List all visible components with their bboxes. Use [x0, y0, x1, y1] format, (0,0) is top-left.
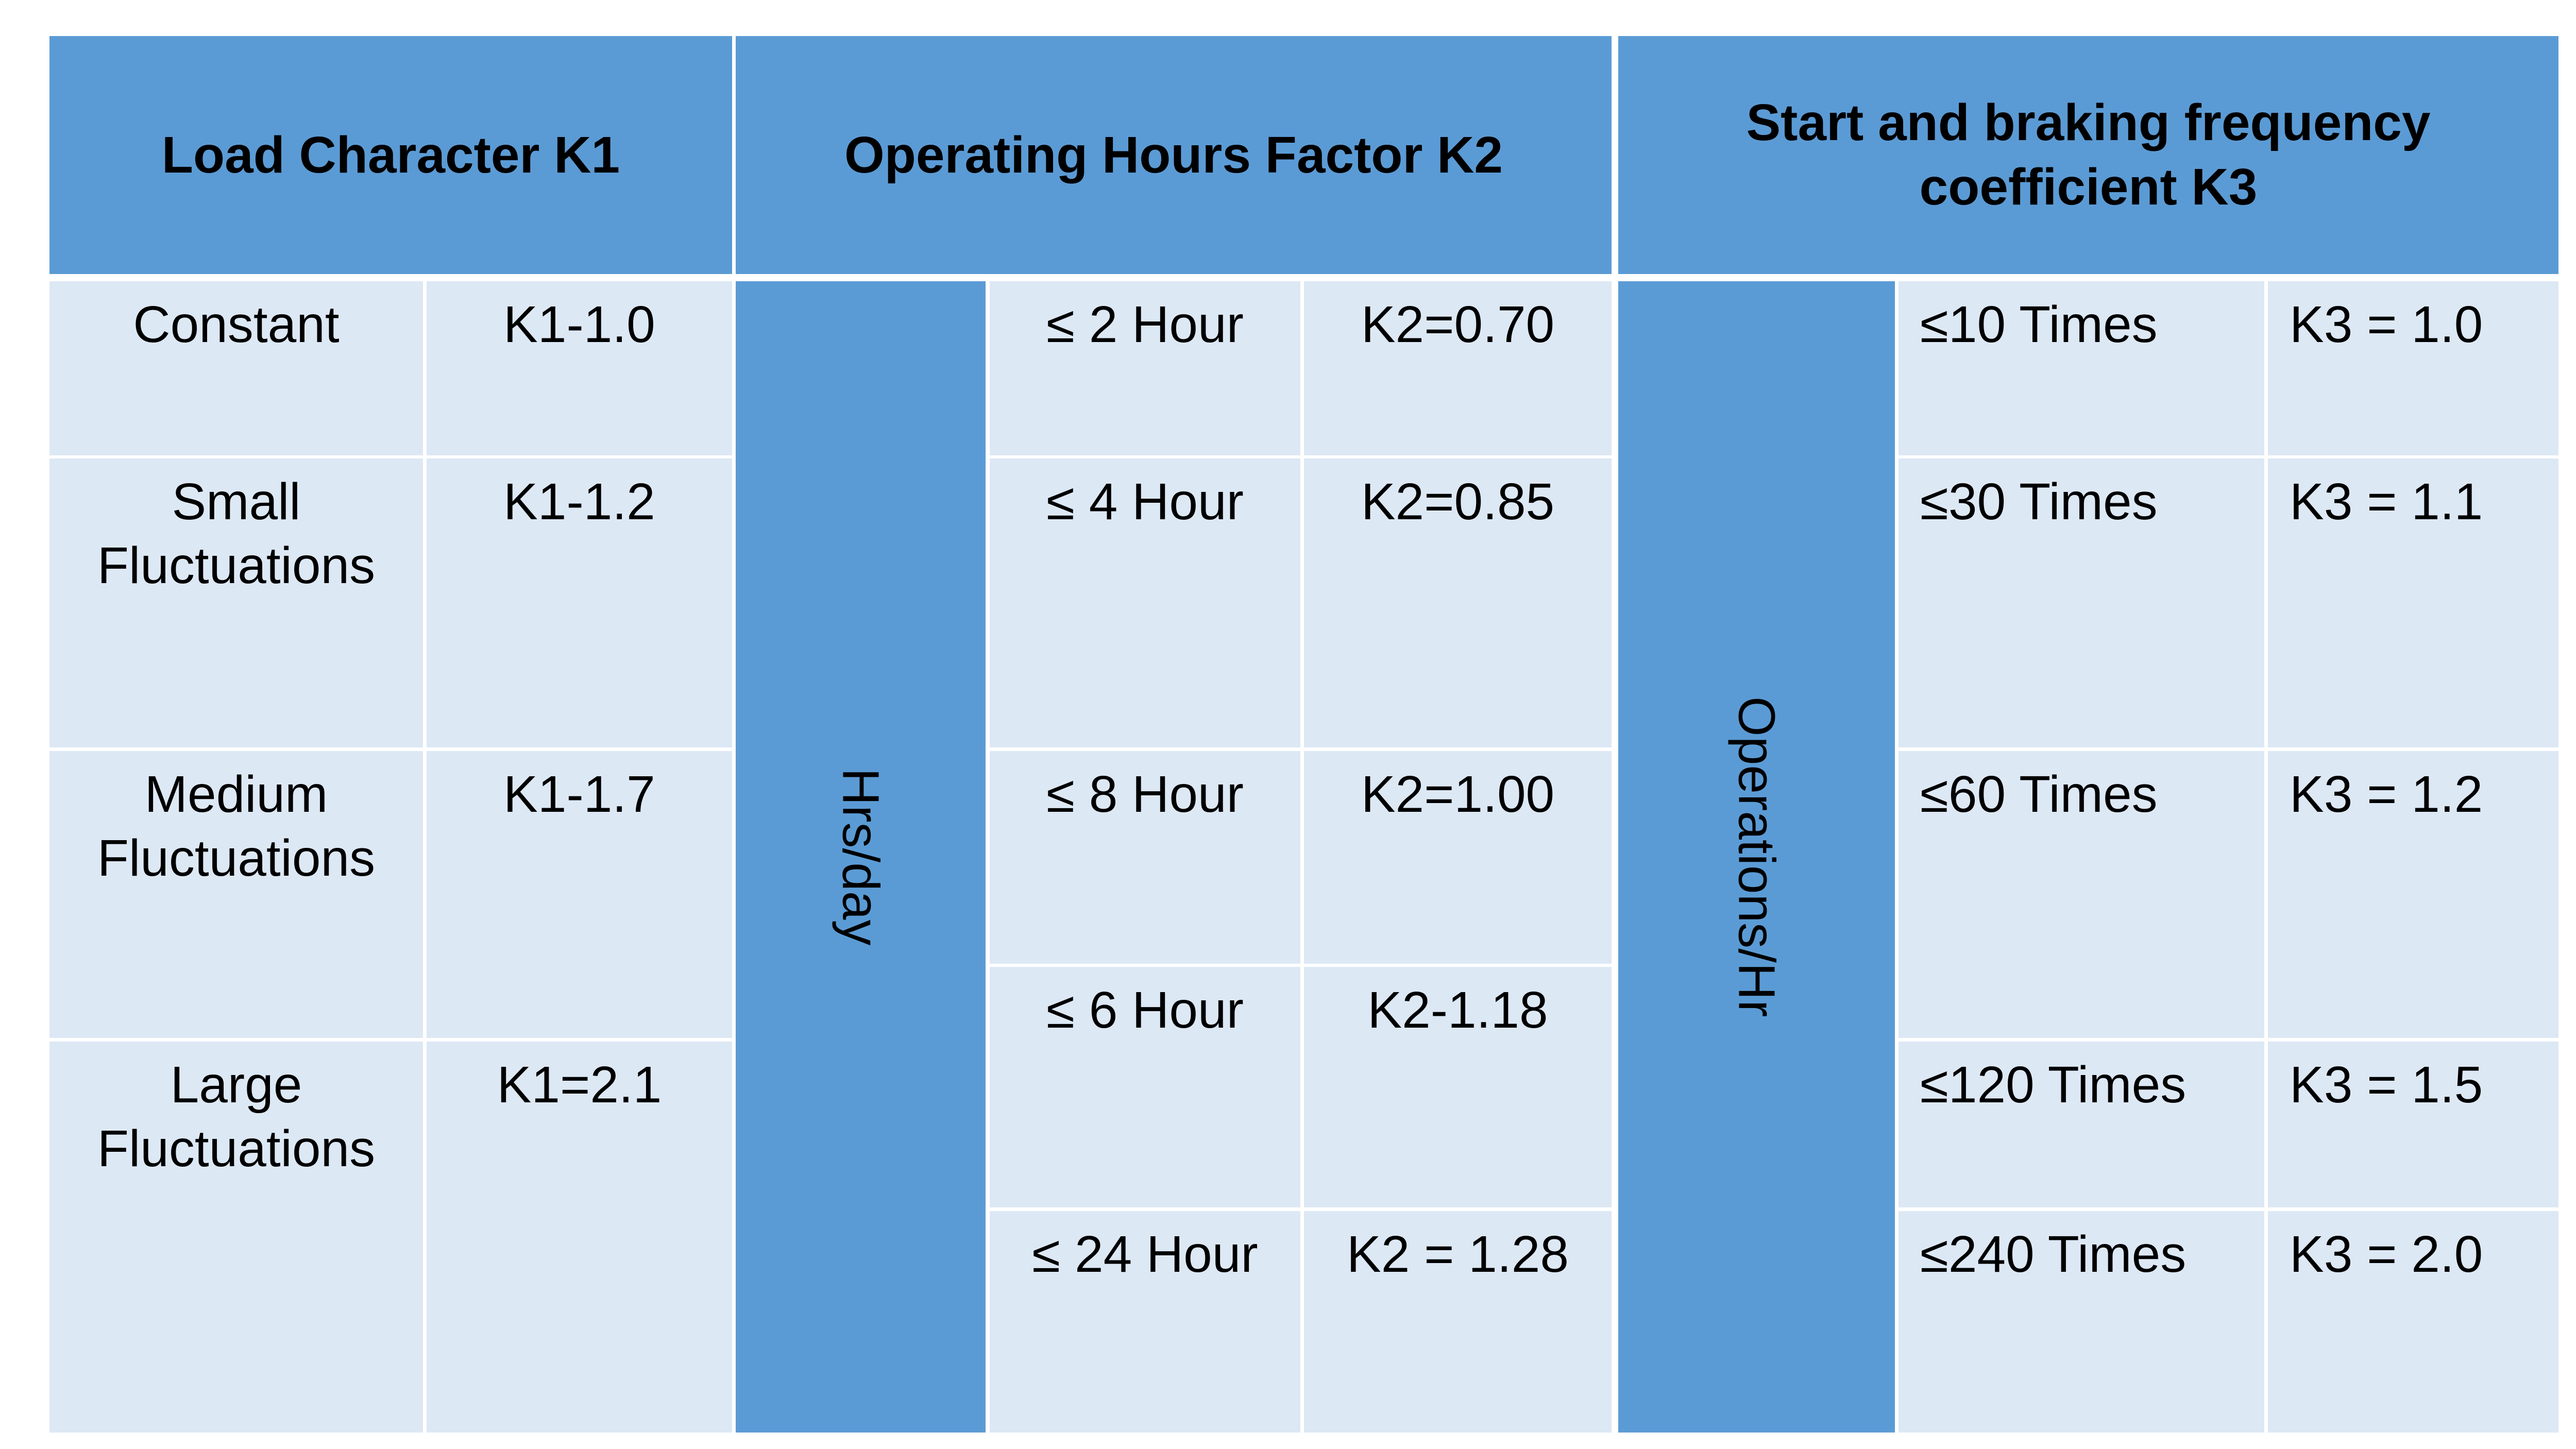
k2-value-4-hour: K2=0.85 [1304, 458, 1612, 747]
k3-label-240-times: ≤240 Times [1899, 1211, 2264, 1433]
k3-label-30-times: ≤30 Times [1899, 458, 2264, 747]
hrs-per-day-label: Hrs/day [832, 768, 890, 946]
k1-label-small-fluctuations: Small Fluctuations [49, 458, 423, 747]
k1-value-constant: K1-1.0 [427, 281, 732, 455]
k3-value-60-times: K3 = 1.2 [2268, 751, 2558, 1038]
k2-label-2-hour: ≤ 2 Hour [990, 281, 1300, 455]
k3-label-60-times: ≤60 Times [1899, 751, 2264, 1038]
k2-value-6-hour: K2-1.18 [1304, 967, 1612, 1207]
k3-value-240-times: K3 = 2.0 [2268, 1211, 2558, 1433]
k3-label-120-times: ≤120 Times [1899, 1042, 2264, 1207]
k2-value-2-hour: K2=0.70 [1304, 281, 1612, 455]
header-operating-hours-factor-k2: Operating Hours Factor K2 [736, 36, 1612, 274]
k2-label-8-hour: ≤ 8 Hour [990, 751, 1300, 964]
k3-side-label-cell: Operations/Hr [1618, 281, 1895, 1433]
k3-value-120-times: K3 = 1.5 [2268, 1042, 2558, 1207]
k1-label-large-fluctuations: Large Fluctuations [49, 1042, 423, 1433]
k2-label-6-hour: ≤ 6 Hour [990, 967, 1300, 1207]
header-load-character-k1: Load Character K1 [49, 36, 732, 274]
operations-per-hour-label: Operations/Hr [1727, 696, 1786, 1017]
k2-value-8-hour: K2=1.00 [1304, 751, 1612, 964]
k1-label-medium-fluctuations: Medium Fluctuations [49, 751, 423, 1038]
k1-label-constant: Constant [49, 281, 423, 455]
k2-label-4-hour: ≤ 4 Hour [990, 458, 1300, 747]
k1-value-large-fluctuations: K1=2.1 [427, 1042, 732, 1433]
k3-value-30-times: K3 = 1.1 [2268, 458, 2558, 747]
k2-label-24-hour: ≤ 24 Hour [990, 1211, 1300, 1433]
k3-label-10-times: ≤10 Times [1899, 281, 2264, 455]
k2-side-label-cell: Hrs/day [736, 281, 986, 1433]
k3-value-10-times: K3 = 1.0 [2268, 281, 2558, 455]
header-start-braking-frequency-k3: Start and braking frequency coefficient … [1618, 36, 2558, 274]
k1-value-small-fluctuations: K1-1.2 [427, 458, 732, 747]
k2-value-24-hour: K2 = 1.28 [1304, 1211, 1612, 1433]
k1-value-medium-fluctuations: K1-1.7 [427, 751, 732, 1038]
